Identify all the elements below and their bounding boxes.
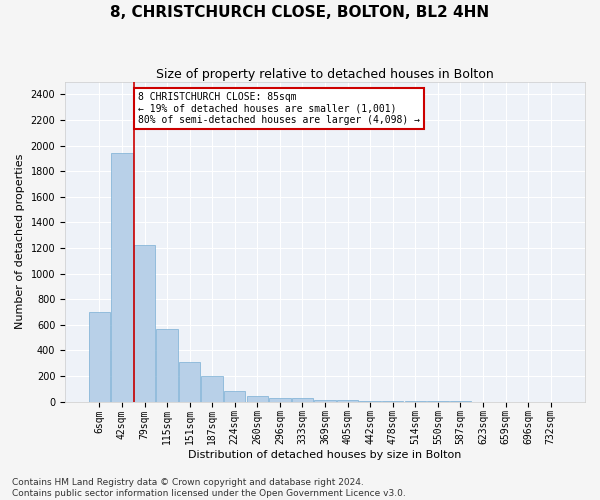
Bar — [292, 398, 313, 402]
Text: Contains HM Land Registry data © Crown copyright and database right 2024.
Contai: Contains HM Land Registry data © Crown c… — [12, 478, 406, 498]
Text: 8, CHRISTCHURCH CLOSE, BOLTON, BL2 4HN: 8, CHRISTCHURCH CLOSE, BOLTON, BL2 4HN — [110, 5, 490, 20]
Bar — [134, 246, 155, 402]
Bar — [269, 398, 290, 402]
Title: Size of property relative to detached houses in Bolton: Size of property relative to detached ho… — [156, 68, 494, 80]
Bar — [89, 312, 110, 402]
Bar — [247, 396, 268, 402]
Bar — [359, 401, 381, 402]
Bar — [111, 154, 133, 402]
Bar — [337, 400, 358, 402]
Bar — [157, 328, 178, 402]
Y-axis label: Number of detached properties: Number of detached properties — [15, 154, 25, 330]
Bar — [314, 400, 336, 402]
X-axis label: Distribution of detached houses by size in Bolton: Distribution of detached houses by size … — [188, 450, 462, 460]
Bar — [179, 362, 200, 402]
Bar — [224, 392, 245, 402]
Bar — [202, 376, 223, 402]
Text: 8 CHRISTCHURCH CLOSE: 85sqm
← 19% of detached houses are smaller (1,001)
80% of : 8 CHRISTCHURCH CLOSE: 85sqm ← 19% of det… — [138, 92, 420, 125]
